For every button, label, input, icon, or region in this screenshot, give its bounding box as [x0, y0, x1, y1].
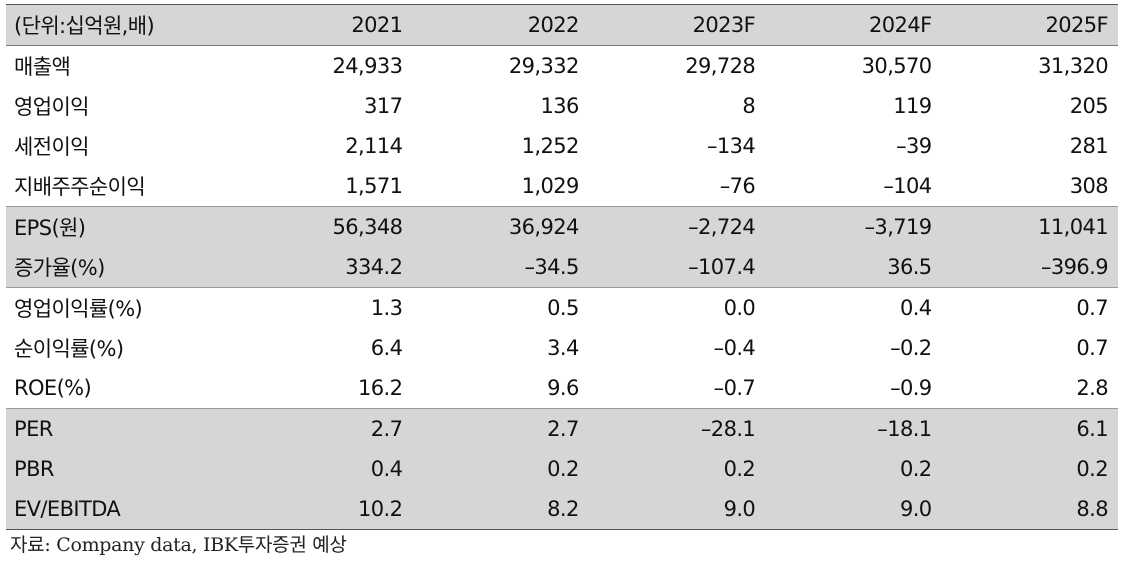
financial-summary: (단위:십억원,배) 2021 2022 2023F 2024F 2025F 매… [6, 4, 1118, 530]
table-row: 매출액 24,933 29,332 29,728 30,570 31,320 [6, 46, 1118, 87]
cell-value: 1.3 [370, 296, 403, 320]
source-note: 자료: Company data, IBK투자증권 예상 [10, 534, 347, 556]
cell-value: 0.4 [899, 296, 932, 320]
cell-value: –18.1 [877, 417, 932, 441]
cell-value: 2.7 [370, 417, 403, 441]
row-label: ROE(%) [14, 376, 92, 400]
cell-value: 2,114 [345, 134, 403, 158]
table-row: 지배주주순이익 1,571 1,029 –76 –104 308 [6, 166, 1118, 207]
cell-value: 0.7 [1076, 336, 1108, 360]
row-label: EPS(원) [14, 216, 86, 240]
row-label: 순이익률(%) [14, 337, 124, 361]
cell-value: 29,728 [685, 54, 756, 78]
table-row: 순이익률(%) 6.4 3.4 –0.4 –0.2 0.7 [6, 328, 1118, 368]
cell-value: 308 [1069, 174, 1109, 198]
row-label: PER [14, 417, 53, 441]
cell-value: –0.7 [713, 376, 756, 400]
cell-value: –3,719 [864, 215, 933, 239]
cell-value: 334.2 [345, 255, 403, 279]
table-body: 매출액 24,933 29,332 29,728 30,570 31,320 영업이익 317… [6, 46, 1118, 530]
row-label: 지배주주순이익 [14, 175, 146, 199]
cell-value: 0.4 [370, 457, 403, 481]
cell-value: –2,724 [688, 215, 756, 239]
cell-value: –0.9 [890, 376, 932, 400]
cell-value: 29,332 [508, 54, 579, 78]
cell-value: –396.9 [1040, 255, 1109, 279]
table-row: EPS(원) 56,348 36,924 –2,724 –3,719 11,041 [6, 206, 1118, 247]
table-row: 증가율(%) 334.2 –34.5 –107.4 36.5 –396.9 [6, 247, 1118, 288]
cell-value: 36,924 [508, 215, 579, 239]
cell-value: 8.8 [1076, 497, 1108, 521]
year-header: 2023F [692, 13, 756, 37]
cell-value: 24,933 [332, 54, 403, 78]
cell-value: 1,252 [521, 134, 580, 158]
unit-header: (단위:십억원,배) [14, 14, 155, 38]
cell-value: –107.4 [688, 255, 756, 279]
table-row: 영업이익 317 136 8 119 205 [6, 86, 1118, 126]
cell-value: 8.2 [547, 497, 579, 521]
cell-value: 31,320 [1038, 54, 1108, 78]
cell-value: 0.2 [547, 457, 579, 481]
cell-value: 1,029 [521, 174, 580, 198]
cell-value: 281 [1069, 134, 1109, 158]
cell-value: 136 [540, 94, 579, 118]
row-label: EV/EBITDA [14, 497, 121, 521]
cell-value: 2.8 [1076, 376, 1108, 400]
cell-value: –76 [719, 174, 756, 198]
cell-value: 2.7 [547, 417, 579, 441]
cell-value: 9.0 [899, 497, 932, 521]
year-header: 2022 [527, 13, 580, 37]
cell-value: 0.5 [547, 296, 579, 320]
cell-value: –0.2 [890, 336, 932, 360]
cell-value: 119 [893, 94, 932, 118]
row-label: 증가율(%) [14, 256, 105, 280]
cell-value: –134 [706, 134, 756, 158]
table-row: EV/EBITDA 10.2 8.2 9.0 9.0 8.8 [6, 489, 1118, 530]
cell-value: –34.5 [524, 255, 580, 279]
cell-value: 6.4 [370, 336, 403, 360]
cell-value: 10.2 [358, 497, 403, 521]
cell-value: –28.1 [700, 417, 756, 441]
cell-value: 11,041 [1038, 215, 1108, 239]
cell-value: 30,570 [861, 54, 932, 78]
row-label: 매출액 [14, 55, 71, 79]
cell-value: –39 [896, 134, 932, 158]
year-header: 2025F [1045, 13, 1108, 37]
cell-value: 1,571 [345, 174, 403, 198]
row-label: 영업이익 [14, 95, 89, 119]
row-label: 세전이익 [14, 135, 89, 159]
table-row: PER 2.7 2.7 –28.1 –18.1 6.1 [6, 408, 1118, 449]
cell-value: 0.0 [723, 296, 756, 320]
table-row: ROE(%) 16.2 9.6 –0.7 –0.9 2.8 [6, 368, 1118, 409]
year-header: 2024F [869, 13, 932, 37]
cell-value: 8 [742, 94, 756, 118]
cell-value: –104 [883, 174, 932, 198]
cell-value: 16.2 [358, 376, 403, 400]
cell-value: 6.1 [1076, 417, 1108, 441]
cell-value: 0.7 [1076, 296, 1108, 320]
cell-value: 9.6 [547, 376, 579, 400]
cell-value: 317 [364, 94, 403, 118]
cell-value: 56,348 [332, 215, 403, 239]
cell-value: 9.0 [723, 497, 756, 521]
table-row: 세전이익 2,114 1,252 –134 –39 281 [6, 126, 1118, 166]
row-label: 영업이익률(%) [14, 297, 143, 321]
table-row: 영업이익률(%) 1.3 0.5 0.0 0.4 0.7 [6, 287, 1118, 329]
header-row: (단위:십억원,배) 2021 2022 2023F 2024F 2025F [6, 4, 1118, 46]
cell-value: 205 [1069, 94, 1109, 118]
table-row: PBR 0.4 0.2 0.2 0.2 0.2 [6, 449, 1118, 489]
cell-value: 0.2 [1076, 457, 1108, 481]
year-header: 2021 [351, 13, 403, 37]
cell-value: 3.4 [547, 336, 579, 360]
cell-value: 0.2 [899, 457, 932, 481]
row-label: PBR [14, 457, 54, 481]
cell-value: 0.2 [723, 457, 756, 481]
cell-value: –0.4 [713, 336, 756, 360]
cell-value: 36.5 [887, 255, 932, 279]
financial-table: (단위:십억원,배) 2021 2022 2023F 2024F 2025F 매… [6, 4, 1118, 530]
